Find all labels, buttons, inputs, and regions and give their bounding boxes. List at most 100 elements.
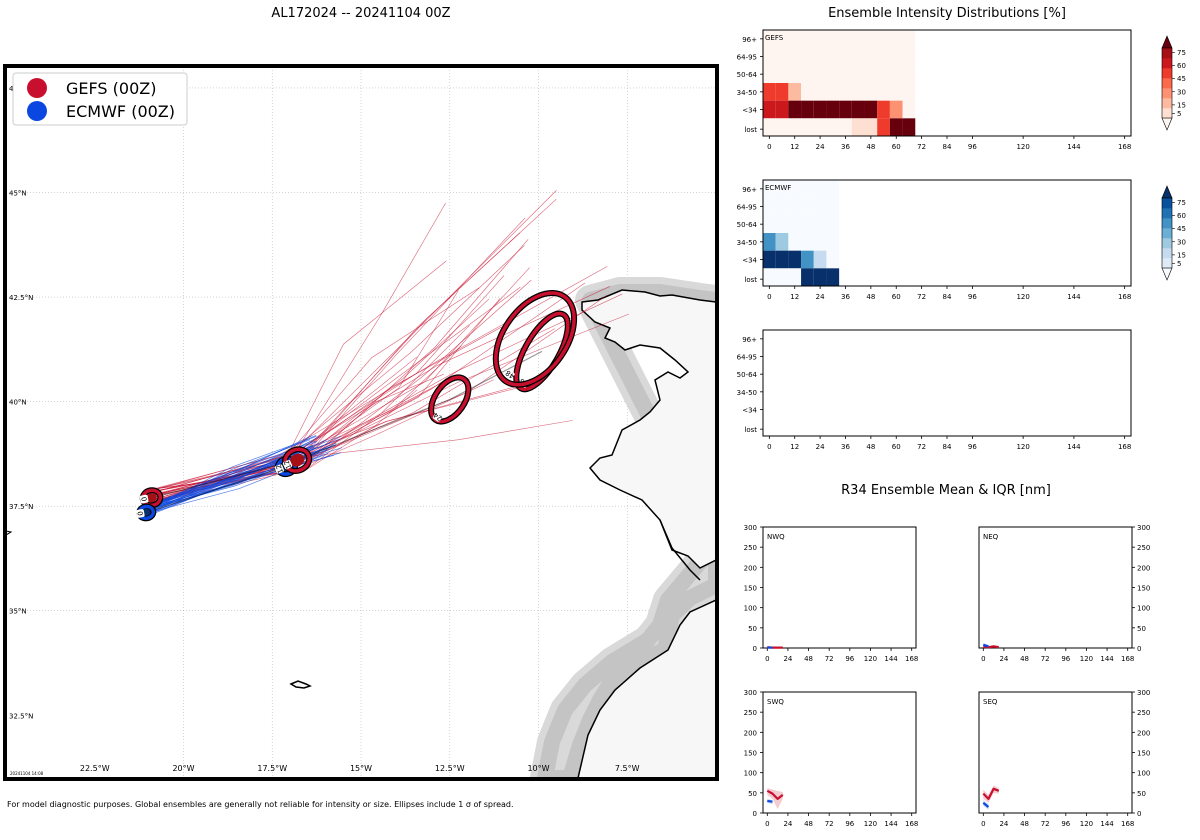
category-tick-label: 64-95 [737,54,757,62]
r34-quadrant-label: SEQ [983,698,998,706]
heatmap-cell [813,197,827,216]
intensity-panel-ecmwf: ECMWF 96+ 64-95 50-64 34-50 <34 lost 0 12 24 36 48 6… [737,179,1132,301]
ellipse-hour-label: 12 [282,459,293,470]
heatmap-cell [763,250,776,269]
r34-ytick-label: 50 [748,625,757,633]
r34-ytick-label: 100 [1137,770,1150,778]
heatmap-cell [826,30,840,48]
heatmap-cell [788,268,802,286]
heatmap-cell [788,197,802,216]
colorbar-extend-top [1161,185,1173,199]
heatmap-cell [788,30,802,48]
category-tick-label: <34 [742,257,757,265]
heatmap-cell [826,118,840,136]
ecmwf-r34-mean [767,799,773,803]
ellipse-hour-label: 0 [140,496,149,502]
r34-ytick-label: 250 [744,709,757,717]
heatmap-cell [839,30,852,48]
heatmap-cell [826,47,840,66]
r34-ytick-label: 100 [744,770,757,778]
ellipse-hour-label: 12 [275,463,286,474]
heatmap-cell [763,83,776,101]
r34-ytick-label: 200 [744,564,757,572]
heatmap-cell [788,100,802,119]
map-xtick-label: 17.5°W [257,764,287,773]
ellipse-label-bg [274,464,284,474]
r34-ytick-label: 300 [1137,689,1150,697]
r34-xtick-label: 72 [1041,820,1050,828]
colorbar-segment [1162,98,1172,109]
r34-panel-neq: NEQ 0 50 100 150 200 250 300 0 24 48 72 96 120 144 168 [978,524,1150,663]
heatmap-cell [889,118,903,136]
heatmap-cell [801,197,814,216]
intensity-panels: GEFS 96+ 64-95 50-64 34-50 <34 lost 0 12 24 36 48 60… [737,29,1132,451]
ellipse-hour-label: 48 [504,368,516,380]
r34-ytick-label: 150 [1137,585,1150,593]
colorbar-extend-top [1161,35,1173,49]
heatmap-cell [775,268,789,286]
colorbar-tick-label: 15 [1177,251,1186,259]
heatmap-cell [851,83,865,101]
map-timestamp: 20241104 14:08 [10,771,44,776]
heatmap-cell [788,118,802,136]
category-tick-label: 34-50 [737,239,757,247]
heatmap-cell [889,30,903,48]
heatmap-cell [788,65,802,83]
category-tick-label: lost [744,126,757,134]
heatmap-cell [763,215,776,233]
hour-tick-label: 60 [892,443,901,451]
gefs-member-track [149,287,480,491]
r34-xtick-label: 168 [905,655,918,663]
azores-island [6,530,13,536]
ellipse-label-bg [139,494,149,504]
map-ytick-label: 37.5°N [9,503,33,511]
colorbar-tick-label: 45 [1177,75,1186,83]
map-xtick-label: 12.5°W [435,764,465,773]
heatmap-cell [801,250,814,269]
hour-tick-label: 120 [1016,293,1029,301]
r34-xtick-label: 144 [884,655,898,663]
gefs-member-track [149,282,586,496]
category-tick-label: 34-50 [737,389,757,397]
heatmap-cell [839,47,852,66]
hour-tick-label: 120 [1016,143,1029,151]
hour-tick-label: 84 [943,293,952,301]
heatmap-cell [775,100,789,119]
r34-ytick-label: 200 [744,729,757,737]
heatmap-cell [788,233,802,251]
hour-tick-label: 96 [968,143,977,151]
r34-ytick-label: 300 [1137,524,1150,532]
r34-quadrant-label: NEQ [983,533,999,541]
colorbar-segment [1162,208,1172,219]
ecmwf-r34-mean [982,802,990,808]
heatmap-cell [864,100,878,119]
r34-xtick-label: 24 [783,820,792,828]
hour-tick-label: 144 [1067,443,1081,451]
r34-frame [762,526,917,649]
hour-tick-label: 120 [1016,443,1029,451]
r34-title: R34 Ensemble Mean & IQR [nm] [841,483,1051,498]
colorbar-segment [1162,198,1172,209]
heatmap-cell [851,118,865,136]
r34-ytick-label: 150 [1137,750,1150,758]
heatmap-cell [763,233,776,251]
heatmap-cell [801,118,814,136]
r34-xtick-label: 144 [1100,655,1114,663]
r34-ytick-label: 200 [1137,564,1150,572]
category-tick-label: 96+ [742,336,757,344]
category-tick-label: 96+ [742,186,757,194]
heatmap-cell [813,47,827,66]
hour-tick-label: 144 [1067,143,1081,151]
map-xtick-label: 15°W [350,764,372,773]
r34-frame [978,526,1133,649]
colorbar-segment [1162,58,1172,69]
heatmap-cell [801,180,814,198]
r34-ytick-label: 0 [1137,645,1141,653]
heatmap-cell [775,233,789,251]
ellipse-ring [494,291,576,387]
heatmap-cell [851,65,865,83]
ellipse-hour-label: 24 [432,410,444,422]
r34-xtick-label: 72 [825,820,834,828]
